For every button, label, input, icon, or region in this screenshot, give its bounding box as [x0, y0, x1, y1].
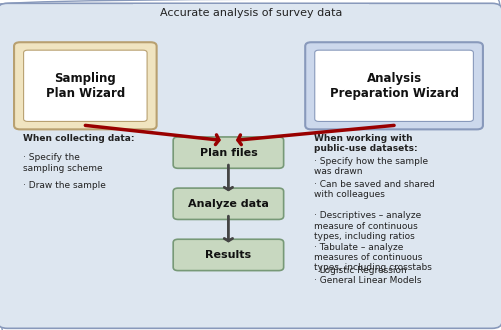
Text: Accurate analysis of survey data: Accurate analysis of survey data: [159, 8, 342, 17]
FancyBboxPatch shape: [173, 137, 283, 168]
Text: · Draw the sample: · Draw the sample: [23, 182, 105, 190]
Text: · Logistic Regression: · Logistic Regression: [313, 266, 406, 275]
FancyBboxPatch shape: [314, 50, 472, 121]
Text: · Tabulate – analyze
measures of continuous
types, including crosstabs: · Tabulate – analyze measures of continu…: [313, 243, 431, 272]
FancyBboxPatch shape: [133, 4, 368, 23]
Text: When working with
public-use datasets:: When working with public-use datasets:: [313, 134, 416, 153]
Text: Analysis
Preparation Wizard: Analysis Preparation Wizard: [329, 72, 457, 100]
FancyBboxPatch shape: [0, 3, 501, 328]
Text: · Specify the
sampling scheme: · Specify the sampling scheme: [23, 153, 102, 173]
Text: Results: Results: [205, 250, 251, 260]
Text: Analyze data: Analyze data: [187, 199, 269, 209]
FancyBboxPatch shape: [173, 239, 283, 271]
FancyBboxPatch shape: [173, 188, 283, 219]
FancyBboxPatch shape: [24, 50, 147, 121]
FancyBboxPatch shape: [305, 42, 482, 129]
Text: · Descriptives – analyze
measure of continuous
types, including ratios: · Descriptives – analyze measure of cont…: [313, 211, 420, 241]
FancyBboxPatch shape: [14, 42, 156, 129]
Text: · General Linear Models: · General Linear Models: [313, 276, 420, 284]
Text: Plan files: Plan files: [199, 148, 257, 158]
Text: · Can be saved and shared
with colleagues: · Can be saved and shared with colleague…: [313, 180, 434, 199]
Text: Sampling
Plan Wizard: Sampling Plan Wizard: [46, 72, 125, 100]
Text: When collecting data:: When collecting data:: [23, 134, 134, 143]
Text: · Specify how the sample
was drawn: · Specify how the sample was drawn: [313, 157, 427, 176]
